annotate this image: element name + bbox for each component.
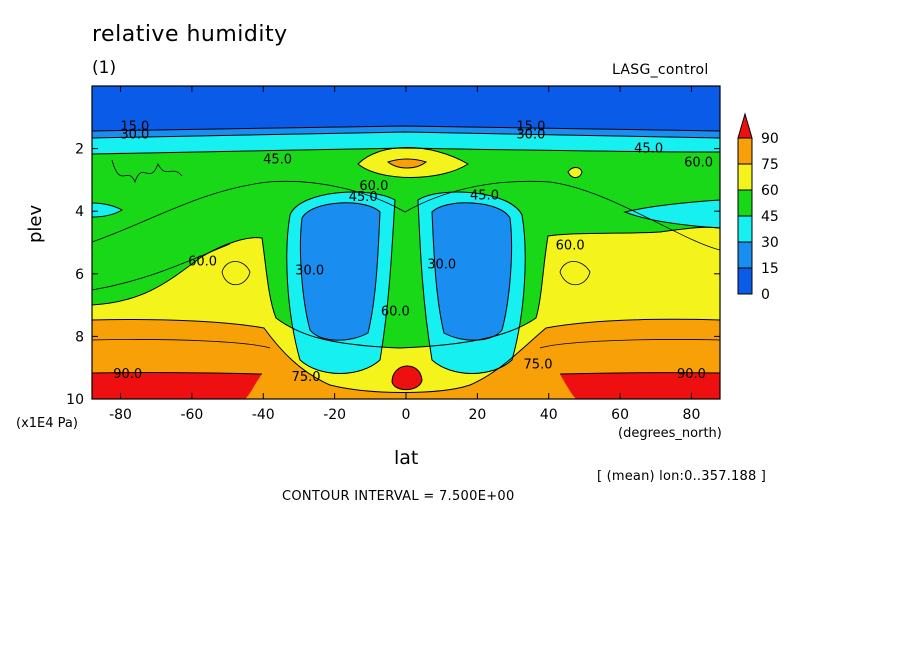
contour-label: 30.0 bbox=[295, 264, 324, 279]
y-tick-label: 10 bbox=[66, 392, 84, 408]
contour-label: 90.0 bbox=[677, 367, 706, 382]
y-tick-label: 8 bbox=[75, 329, 84, 345]
contour-label: 45.0 bbox=[470, 189, 499, 204]
colorbar-swatch-band_0 bbox=[737, 267, 753, 295]
x-tick-label: 20 bbox=[468, 407, 486, 423]
colorbar-label: 75 bbox=[761, 157, 779, 173]
y-axis-units: (x1E4 Pa) bbox=[16, 416, 78, 431]
contour-label: 60.0 bbox=[684, 156, 713, 171]
panel-label: (1) bbox=[92, 58, 117, 78]
x-tick-label: 40 bbox=[540, 407, 558, 423]
core-right-15 bbox=[432, 202, 512, 341]
x-axis-ticks: -80 -60 -40 -20 0 20 40 60 80 bbox=[109, 86, 700, 423]
contour-lines bbox=[92, 125, 720, 393]
contour-label: 15.0 bbox=[516, 120, 545, 135]
band-90-left bbox=[92, 372, 262, 399]
band-75-top bbox=[388, 159, 426, 168]
band-90-center bbox=[392, 365, 422, 390]
x-tick-label: -20 bbox=[323, 407, 346, 423]
x-tick-label: -80 bbox=[109, 407, 132, 423]
colorbar-label: 60 bbox=[761, 183, 779, 199]
color-bar: 90 75 60 45 30 15 0 bbox=[737, 112, 779, 303]
x-axis-units: (degrees_north) bbox=[618, 426, 722, 441]
contour-label: 45.0 bbox=[263, 153, 292, 168]
contour-label: 30.0 bbox=[120, 128, 149, 143]
colorbar-label: 45 bbox=[761, 209, 779, 225]
y-tick-label: 4 bbox=[75, 204, 84, 220]
contour-label: 60.0 bbox=[556, 239, 585, 254]
contour-label: 90.0 bbox=[113, 367, 142, 382]
colorbar-swatch-band_30 bbox=[737, 215, 753, 243]
contour-label: 60.0 bbox=[188, 254, 217, 269]
colorbar-arrow-90 bbox=[737, 112, 753, 139]
x-tick-label: 80 bbox=[683, 407, 701, 423]
chart-title: relative humidity bbox=[92, 22, 288, 47]
x-tick-label: 60 bbox=[611, 407, 629, 423]
dataset-label: LASG_control bbox=[612, 62, 709, 78]
contour-label: 45.0 bbox=[349, 190, 378, 205]
colorbar-swatch-band_45 bbox=[737, 189, 753, 217]
contour-fill-layer: 15.030.045.015.030.045.060.060.045.0 45.0… bbox=[92, 86, 720, 399]
core-left-15 bbox=[300, 202, 380, 341]
colorbar-label: 15 bbox=[761, 261, 779, 277]
y-tick-label: 2 bbox=[75, 142, 84, 158]
contour-label: 45.0 bbox=[634, 142, 663, 157]
band-90-right bbox=[560, 372, 720, 399]
contour-label: 60.0 bbox=[359, 179, 388, 194]
x-tick-label: -40 bbox=[252, 407, 275, 423]
contour-label: 60.0 bbox=[381, 304, 410, 319]
colorbar-label: 30 bbox=[761, 235, 779, 251]
colorbar-swatch-band_75 bbox=[737, 137, 753, 165]
contour-label-layer: 15.030.045.015.030.045.060.060.045.0 45.0… bbox=[113, 120, 713, 385]
contour-label: 15.0 bbox=[120, 120, 149, 135]
band-60-small bbox=[568, 167, 582, 178]
contour-interval-label: CONTOUR INTERVAL = 7.500E+00 bbox=[282, 489, 515, 504]
contour-label: 30.0 bbox=[427, 257, 456, 272]
colorbar-swatch-band_60 bbox=[737, 163, 753, 191]
contour-label: 75.0 bbox=[292, 370, 321, 385]
contour-label: 75.0 bbox=[524, 358, 553, 373]
colorbar-label: 0 bbox=[761, 287, 770, 303]
contour-label: 30.0 bbox=[516, 128, 545, 143]
averaging-note: [ (mean) lon:0..357.188 ] bbox=[597, 469, 767, 484]
x-tick-label: 0 bbox=[402, 407, 411, 423]
colorbar-swatch-band_15 bbox=[737, 241, 753, 269]
y-tick-label: 6 bbox=[75, 267, 84, 283]
y-axis-ticks: 2 4 6 8 10 bbox=[66, 142, 720, 408]
x-tick-label: -60 bbox=[180, 407, 203, 423]
x-axis-label: lat bbox=[394, 447, 419, 469]
colorbar-label: 90 bbox=[761, 131, 779, 147]
